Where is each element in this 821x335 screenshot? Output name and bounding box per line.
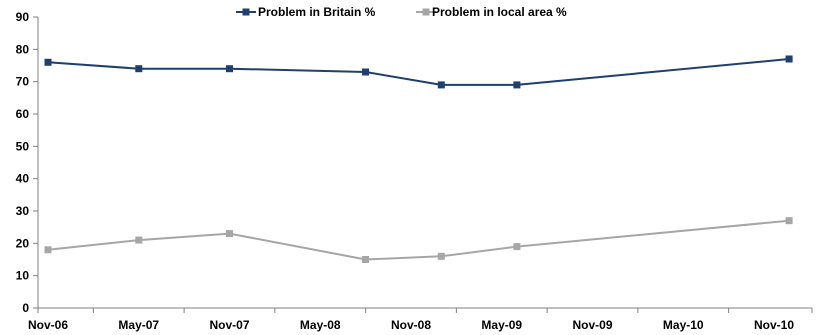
- x-tick-label: Nov-06: [28, 318, 68, 332]
- data-point: [226, 65, 233, 73]
- series-britain: [44, 55, 793, 89]
- y-tick-label: 40: [16, 172, 30, 186]
- data-point: [362, 68, 370, 76]
- legend-marker: [242, 8, 250, 16]
- y-tick-label: 0: [22, 301, 29, 315]
- x-tick-label: May-09: [481, 318, 522, 332]
- data-point: [226, 230, 233, 238]
- data-point: [785, 55, 793, 63]
- data-point: [513, 243, 521, 251]
- y-tick-label: 90: [16, 10, 30, 24]
- x-tick-label: Nov-10: [754, 318, 794, 332]
- x-tick-label: Nov-07: [209, 318, 249, 332]
- y-axis: 0 10 20 30 40 50 60 70 80 90: [16, 10, 39, 315]
- legend-marker: [422, 8, 430, 16]
- y-tick-label: 30: [16, 204, 30, 218]
- y-tick-label: 60: [16, 107, 30, 121]
- series-layer: [44, 55, 793, 263]
- data-point: [135, 65, 143, 73]
- y-tick-label: 20: [16, 236, 30, 250]
- y-tick-label: 10: [16, 269, 30, 283]
- data-point: [437, 81, 445, 89]
- series-line: [47, 219, 790, 261]
- x-tick-label: May-07: [118, 318, 159, 332]
- y-tick-label: 70: [16, 75, 30, 89]
- series-line: [47, 58, 790, 86]
- data-point: [785, 217, 793, 225]
- data-point: [44, 58, 52, 66]
- data-point: [135, 236, 143, 244]
- x-tick-label: May-08: [300, 318, 341, 332]
- legend-item: Problem in local area %: [416, 5, 567, 19]
- data-point: [437, 252, 445, 260]
- legend: Problem in Britain % Problem in local are…: [236, 5, 567, 19]
- legend-label: Problem in Britain %: [258, 5, 376, 19]
- legend-label: Problem in local area %: [432, 5, 567, 19]
- y-tick-label: 80: [16, 42, 30, 56]
- x-tick-label: May-10: [663, 318, 704, 332]
- y-tick-label: 50: [16, 139, 30, 153]
- series-local-area: [44, 217, 793, 263]
- legend-item: Problem in Britain %: [236, 5, 376, 19]
- data-point: [513, 81, 521, 89]
- data-point: [362, 256, 370, 263]
- x-tick-label: Nov-08: [391, 318, 431, 332]
- data-point: [44, 246, 52, 254]
- x-tick-label: Nov-09: [572, 318, 612, 332]
- x-axis: Nov-06 May-07 Nov-07 May-08 Nov-08 May-09 Nov-…: [28, 307, 813, 332]
